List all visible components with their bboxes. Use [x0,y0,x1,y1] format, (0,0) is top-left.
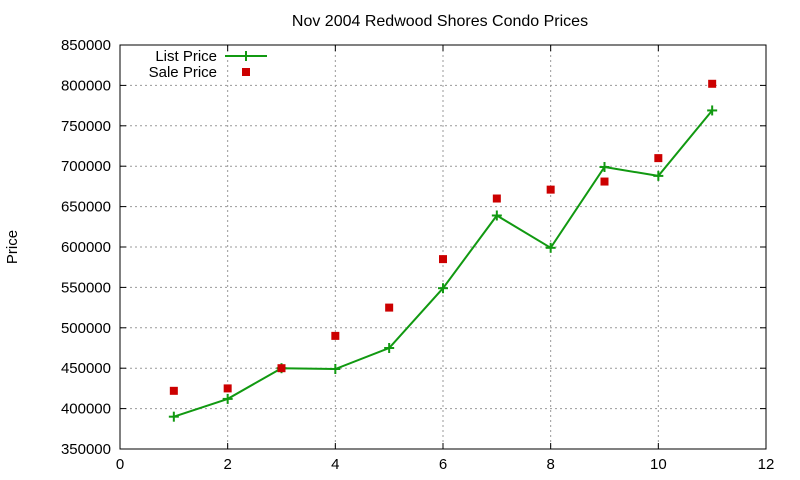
y-tick-label: 700000 [61,158,111,175]
legend-marker [242,68,250,76]
y-tick-label: 600000 [61,239,111,256]
x-tick-label: 0 [116,456,124,473]
y-tick-label: 750000 [61,118,111,135]
data-point [168,411,179,422]
data-point [385,303,394,312]
data-point [546,185,555,194]
x-tick-label: 4 [331,456,339,473]
legend-label: List Price [155,48,217,65]
y-tick-label: 650000 [61,199,111,216]
y-tick-label: 450000 [61,360,111,377]
series [168,79,718,422]
x-tick-label: 2 [223,456,231,473]
y-tick-label: 350000 [61,441,111,458]
y-axis-label: Price [4,230,21,264]
data-point [223,384,232,393]
data-point [545,242,556,253]
data-point [492,194,501,203]
series-list-price [168,105,718,422]
data-point [599,162,610,173]
x-tick-label: 12 [758,456,775,473]
data-point [330,364,341,375]
data-point [654,154,663,163]
data-point [653,170,664,181]
data-point [169,386,178,395]
y-tick-label: 500000 [61,320,111,337]
x-tick-label: 10 [650,456,667,473]
series-sale-price [169,79,717,395]
legend-marker [241,51,251,61]
data-point [277,364,286,373]
y-tick-label: 800000 [61,77,111,94]
data-point [331,331,340,340]
axis-ticks: 350000 400000 450000 500000 550000 600000 6500… [61,37,774,473]
data-point [384,343,395,353]
legend-label: Sale Price [149,64,217,81]
data-point [491,210,502,221]
data-point [600,177,609,186]
x-tick-label: 6 [439,456,447,473]
data-point [438,283,448,294]
data-point [439,255,447,264]
grid [120,45,766,449]
chart-title: Nov 2004 Redwood Shores Condo Prices [292,13,588,30]
data-point [708,79,717,88]
y-tick-label: 400000 [61,401,111,418]
data-point [707,105,718,116]
y-tick-label: 850000 [61,37,111,54]
x-tick-label: 8 [546,456,554,473]
data-point [222,393,233,404]
y-tick-label: 550000 [61,279,111,296]
